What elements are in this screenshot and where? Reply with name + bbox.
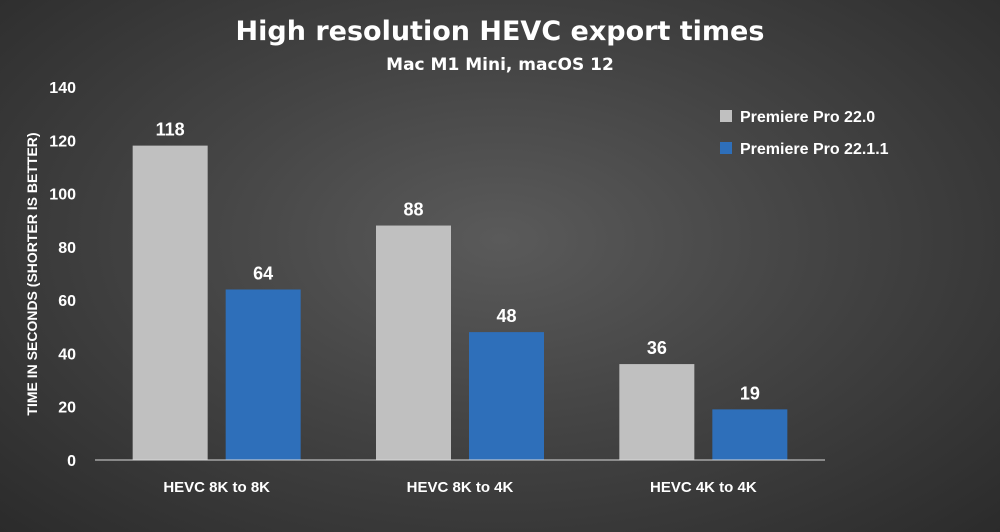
legend-swatch xyxy=(720,110,732,122)
data-label: 64 xyxy=(253,263,273,283)
data-label: 118 xyxy=(156,120,185,140)
data-label: 48 xyxy=(496,306,516,326)
y-tick-label: 40 xyxy=(58,346,76,363)
data-label: 36 xyxy=(647,338,667,358)
y-tick-label: 140 xyxy=(49,80,76,97)
y-axis-label: TIME IN SECONDS (SHORTER IS BETTER) xyxy=(24,132,40,415)
legend-label: Premiere Pro 22.1.1 xyxy=(740,141,889,158)
y-tick-label: 100 xyxy=(49,187,76,204)
y-tick-label: 60 xyxy=(58,293,76,310)
x-category-label: HEVC 4K to 4K xyxy=(650,479,757,496)
y-axis-ticks: 0 20 40 60 80 100 120 140 xyxy=(49,80,76,470)
bar-series2 xyxy=(225,289,301,460)
bar-series2 xyxy=(712,409,788,460)
x-category-label: HEVC 8K to 4K xyxy=(407,479,514,496)
bar-series2 xyxy=(469,332,544,460)
y-tick-label: 0 xyxy=(67,453,76,470)
y-tick-label: 20 xyxy=(58,400,76,417)
data-label: 19 xyxy=(740,383,760,403)
legend: Premiere Pro 22.0 Premiere Pro 22.1.1 xyxy=(720,109,889,158)
chart-subtitle: Mac M1 Mini, macOS 12 xyxy=(386,55,614,75)
data-label: 88 xyxy=(403,200,423,220)
bars xyxy=(132,145,788,460)
legend-label: Premiere Pro 22.0 xyxy=(740,109,875,126)
y-tick-label: 120 xyxy=(49,133,76,150)
data-labels: 118 64 88 48 36 19 xyxy=(156,120,760,404)
legend-swatch xyxy=(720,142,732,154)
chart-title: High resolution HEVC export times xyxy=(236,16,765,47)
y-tick-label: 80 xyxy=(58,240,76,257)
bar-series1 xyxy=(132,145,208,460)
bar-series1 xyxy=(376,225,451,460)
x-category-label: HEVC 8K to 8K xyxy=(163,479,270,496)
bar-series1 xyxy=(619,364,695,460)
x-axis-categories: HEVC 8K to 8K HEVC 8K to 4K HEVC 4K to 4K xyxy=(163,479,757,496)
